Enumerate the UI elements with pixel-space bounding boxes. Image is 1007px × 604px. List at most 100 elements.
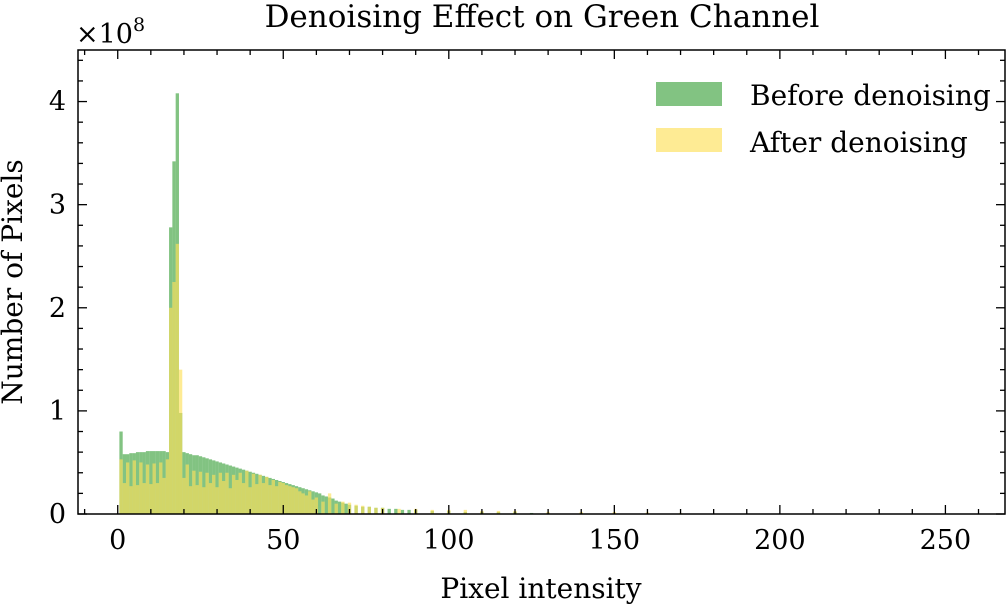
plot-frame — [77, 49, 1006, 515]
after-denoising-bar — [126, 462, 130, 514]
before-denoising-bar — [337, 501, 342, 514]
after-denoising-bar — [178, 369, 183, 514]
after-denoising-bar — [198, 471, 203, 514]
before-denoising-bar — [331, 498, 335, 514]
y-tick-label: 0 — [49, 499, 66, 530]
legend-swatch-after — [656, 128, 722, 152]
x-tick-label: 0 — [109, 525, 126, 556]
after-denoising-bar — [231, 474, 236, 514]
after-denoising-bar — [301, 493, 305, 514]
before-denoising-bar — [394, 508, 398, 514]
after-denoising-bar — [397, 508, 401, 514]
after-denoising-bar — [169, 307, 173, 514]
axis-ticks: 0 50 100 150 200 250 0 1 2 3 4 — [49, 50, 1005, 556]
after-denoising-bar — [222, 481, 226, 514]
after-denoising-bar — [162, 477, 166, 514]
after-denoising-bar — [145, 464, 150, 514]
after-denoising-bar — [284, 485, 289, 514]
before-denoising-bar — [407, 509, 411, 514]
after-denoising-bar — [149, 484, 153, 514]
before-denoising-bar — [188, 454, 193, 514]
legend: Before denoising After denoising — [656, 79, 991, 159]
after-denoising-bar — [192, 470, 196, 514]
before-denoising-bar — [324, 496, 328, 514]
after-denoising-bar — [281, 483, 285, 514]
legend-label-before: Before denoising — [750, 79, 991, 112]
after-denoising-bar — [311, 499, 315, 514]
x-axis-label: Pixel intensity — [440, 572, 641, 604]
after-denoising-bar — [132, 460, 136, 514]
after-denoising-bar — [291, 487, 295, 514]
after-denoising-bar — [152, 463, 156, 514]
after-denoising-bar — [218, 472, 223, 514]
after-denoising-bar — [119, 459, 123, 514]
after-denoising-bar — [182, 477, 186, 514]
before-denoising-bar — [344, 503, 348, 514]
before-denoising-bar — [142, 452, 146, 514]
after-denoising-bar — [430, 509, 434, 514]
after-denoising-bar — [129, 486, 133, 514]
after-denoising-bar — [374, 507, 378, 514]
y-axis-label: Number of Pixels — [0, 159, 29, 404]
legend-label-after: After denoising — [749, 126, 968, 159]
x-tick-label: 250 — [920, 525, 972, 556]
after-denoising-bar — [321, 501, 325, 514]
after-denoising-bar — [308, 491, 312, 514]
after-denoising-bar — [248, 487, 252, 514]
after-denoising-bar — [188, 486, 193, 514]
after-denoising-bar — [142, 483, 146, 514]
after-denoising-bar — [212, 474, 216, 514]
x-tick-label: 50 — [266, 525, 300, 556]
before-denoising-bar — [155, 451, 160, 514]
after-denoising-bar — [341, 501, 345, 514]
y-offset-label: ×108 — [76, 14, 145, 50]
after-denoising-bar — [268, 485, 272, 514]
after-denoising-bar — [135, 485, 140, 514]
after-denoising-bar — [354, 504, 358, 514]
after-denoising-bar — [175, 243, 179, 515]
legend-swatch-before — [656, 82, 722, 106]
after-denoising-bar — [255, 484, 259, 514]
after-denoising-bar — [195, 485, 199, 514]
chart-title: Denoising Effect on Green Channel — [265, 0, 820, 35]
after-denoising-bar — [347, 502, 352, 514]
after-denoising-bar — [261, 483, 266, 514]
before-denoising-bar — [318, 493, 322, 514]
after-denoising-bar — [225, 472, 229, 514]
before-denoising-bar — [135, 452, 140, 514]
after-denoising-bar — [298, 491, 302, 514]
after-denoising-bar — [271, 479, 275, 514]
after-denoising-bar — [228, 488, 232, 514]
before-denoising-bar — [400, 509, 405, 514]
y-tick-label: 4 — [49, 87, 66, 118]
y-tick-label: 1 — [49, 396, 66, 427]
after-denoising-bar — [185, 464, 189, 514]
after-denoising-bar — [304, 495, 309, 514]
y-tick-label: 3 — [49, 190, 66, 221]
after-denoising-bar — [334, 503, 338, 514]
x-tick-label: 100 — [423, 525, 475, 556]
after-denoising-bar — [139, 462, 143, 514]
y-offset-exponent: 8 — [133, 14, 145, 36]
x-tick-label: 150 — [589, 525, 641, 556]
before-denoising-bar — [195, 455, 199, 514]
after-denoising-bar — [205, 472, 209, 514]
after-denoising-bar — [245, 470, 249, 514]
after-denoising-bar — [251, 473, 256, 514]
before-denoising-bar — [202, 457, 206, 514]
after-denoising-bar — [202, 487, 206, 514]
after-denoising-bar — [274, 486, 279, 514]
after-denoising-bar — [215, 487, 219, 514]
after-denoising-bar — [208, 483, 213, 514]
after-denoising-bar — [122, 483, 127, 514]
after-denoising-bar — [258, 474, 262, 514]
after-denoising-bar — [265, 476, 269, 514]
after-denoising-bar — [172, 282, 176, 514]
after-denoising-bar — [155, 483, 160, 514]
after-denoising-bar — [294, 488, 299, 514]
after-denoising-bar — [463, 509, 468, 514]
before-denoising-bar — [149, 451, 153, 514]
y-tick-label: 2 — [49, 293, 66, 324]
before-denoising-bar — [129, 453, 133, 514]
